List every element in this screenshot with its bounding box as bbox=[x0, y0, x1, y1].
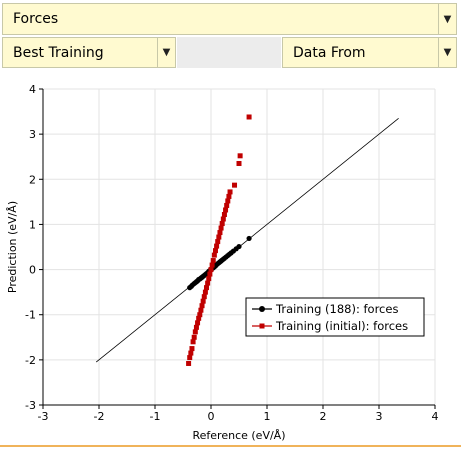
data-point bbox=[195, 320, 201, 326]
data-point bbox=[191, 334, 197, 340]
model-select[interactable]: Best Training ▼ bbox=[2, 37, 176, 68]
y-tick-label: 2 bbox=[29, 173, 36, 186]
data-point bbox=[211, 252, 217, 258]
x-tick-label: -2 bbox=[94, 410, 105, 423]
x-tick-label: 1 bbox=[264, 410, 271, 423]
y-tick-label: -3 bbox=[25, 399, 36, 412]
x-tick-label: 2 bbox=[320, 410, 327, 423]
data-point bbox=[215, 239, 221, 245]
data-point bbox=[198, 307, 204, 313]
data-point bbox=[246, 235, 252, 242]
legend-swatch-marker bbox=[259, 323, 265, 329]
x-tick-label: -1 bbox=[150, 410, 161, 423]
data-point bbox=[188, 350, 194, 356]
data-point bbox=[237, 153, 243, 159]
legend-swatch-marker bbox=[259, 306, 265, 312]
chevron-down-icon[interactable]: ▼ bbox=[438, 4, 456, 34]
data-point bbox=[225, 198, 231, 204]
y-tick-label: -2 bbox=[25, 354, 36, 367]
source-select-value: Data From bbox=[293, 44, 366, 61]
y-tick-label: 4 bbox=[29, 83, 36, 96]
data-point bbox=[221, 211, 227, 217]
data-point bbox=[217, 230, 223, 236]
data-point bbox=[200, 298, 206, 304]
data-point bbox=[189, 346, 195, 352]
data-point bbox=[223, 207, 229, 213]
data-point bbox=[216, 234, 222, 240]
legend: Training (188): forces Training (initial… bbox=[245, 297, 425, 337]
legend-entry-label: Training (initial): forces bbox=[275, 319, 408, 333]
y-tick-label: 0 bbox=[29, 264, 36, 277]
panel-bottom-border bbox=[0, 445, 461, 447]
data-point bbox=[201, 294, 207, 300]
data-point bbox=[219, 221, 225, 227]
data-point bbox=[197, 312, 203, 318]
x-tick-label: 0 bbox=[208, 410, 215, 423]
data-point bbox=[190, 339, 196, 345]
data-point bbox=[192, 329, 198, 335]
chart-panel: -3 -2 -1 0 1 2 3 4 -3 -2 -1 0 1 2 3 4 Reference (eV/Å) … bbox=[0, 70, 461, 445]
y-tick-label: 1 bbox=[29, 218, 36, 231]
model-select-value: Best Training bbox=[13, 44, 104, 61]
data-point bbox=[187, 355, 193, 361]
data-point bbox=[205, 280, 211, 286]
legend-entry-label: Training (188): forces bbox=[275, 302, 398, 316]
data-point bbox=[196, 315, 202, 321]
y-tick-label: 3 bbox=[29, 128, 36, 141]
toolbar-spacer bbox=[177, 37, 281, 68]
y-tick-label: -1 bbox=[25, 309, 36, 322]
x-tick-label: 3 bbox=[376, 410, 383, 423]
axes: -3 -2 -1 0 1 2 3 4 -3 -2 -1 0 1 2 3 4 bbox=[25, 83, 438, 423]
data-point bbox=[210, 258, 216, 264]
data-point bbox=[226, 193, 232, 199]
data-point bbox=[232, 182, 238, 188]
data-point bbox=[206, 276, 212, 282]
data-point bbox=[209, 262, 215, 268]
source-select[interactable]: Data From ▼ bbox=[282, 37, 457, 68]
data-point bbox=[186, 360, 192, 366]
y-axis-title: Prediction (eV/Å) bbox=[6, 201, 19, 293]
grid bbox=[42, 88, 436, 406]
data-point bbox=[193, 324, 199, 330]
data-point bbox=[212, 248, 218, 254]
data-point bbox=[246, 114, 252, 120]
data-point bbox=[207, 271, 213, 277]
data-point bbox=[204, 285, 210, 291]
legend-box bbox=[245, 297, 425, 337]
data-point bbox=[236, 243, 242, 250]
data-point bbox=[227, 189, 233, 195]
x-axis-title: Reference (eV/Å) bbox=[193, 429, 286, 442]
data-point bbox=[224, 202, 230, 208]
data-point bbox=[208, 267, 214, 273]
property-select[interactable]: Forces ▼ bbox=[2, 3, 457, 35]
data-point bbox=[202, 289, 208, 295]
x-tick-label: -3 bbox=[38, 410, 49, 423]
data-point bbox=[199, 303, 205, 309]
data-point bbox=[220, 216, 226, 222]
data-point bbox=[236, 160, 242, 166]
data-points bbox=[186, 114, 252, 366]
chevron-down-icon[interactable]: ▼ bbox=[438, 38, 456, 67]
data-point bbox=[214, 243, 220, 249]
series-1 bbox=[186, 114, 252, 366]
data-point bbox=[218, 225, 224, 231]
property-select-value: Forces bbox=[13, 11, 59, 27]
chevron-down-icon[interactable]: ▼ bbox=[157, 38, 175, 67]
x-tick-label: 4 bbox=[432, 410, 439, 423]
